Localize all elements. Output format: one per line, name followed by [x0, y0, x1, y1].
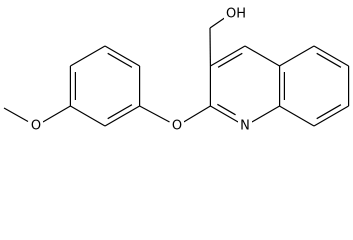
- bond: [210, 45, 246, 67]
- bond: [107, 104, 133, 120]
- bond: [139, 105, 170, 123]
- label-bg: [238, 119, 252, 134]
- bond: [210, 105, 239, 123]
- bond: [3, 107, 29, 123]
- bond: [42, 105, 71, 123]
- bond: [217, 52, 243, 68]
- atom-label: N: [240, 119, 250, 134]
- bond: [70, 105, 106, 127]
- bonds: [3, 16, 350, 127]
- atom-label: OH: [226, 7, 246, 22]
- bond: [183, 105, 211, 123]
- bond: [316, 52, 342, 68]
- bond: [279, 45, 315, 67]
- bond: [313, 105, 349, 127]
- bond: [70, 45, 106, 67]
- bond: [279, 105, 315, 127]
- label-bg: [29, 119, 43, 134]
- bond: [316, 104, 342, 120]
- bond: [209, 16, 227, 29]
- bond: [251, 105, 280, 123]
- page: OH O N O (() => { const data = JSON.pars…: [3, 6, 350, 134]
- bond: [107, 52, 133, 68]
- structure-diagram: OH O N O: [3, 6, 350, 134]
- bond: [104, 45, 140, 67]
- bond: [313, 45, 349, 67]
- bond: [217, 103, 236, 116]
- label-bg: [224, 6, 250, 22]
- label-bg: [170, 119, 184, 134]
- atom-label: O: [31, 119, 41, 134]
- bond: [104, 105, 140, 127]
- atom-label: O: [172, 119, 182, 134]
- bond: [244, 45, 280, 67]
